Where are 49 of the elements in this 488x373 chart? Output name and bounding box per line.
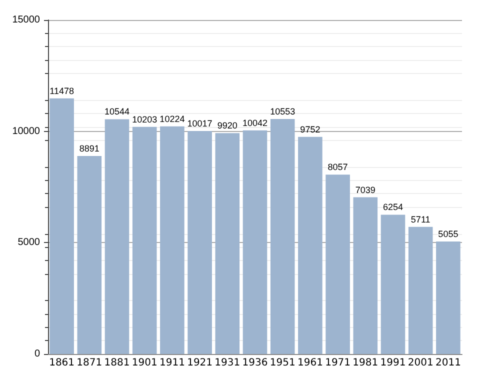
bar [77, 156, 102, 354]
data-label: 10017 [187, 118, 212, 128]
data-label: 8891 [79, 144, 100, 154]
x-tick-label: 1931 [214, 358, 240, 368]
data-label: 10544 [104, 106, 130, 117]
x-tick-label: 1991 [380, 358, 406, 368]
data-label: 10203 [132, 114, 158, 124]
data-label: 7039 [355, 184, 376, 195]
bar [132, 126, 157, 354]
data-label: 8057 [328, 162, 348, 172]
data-label: 5055 [438, 228, 458, 239]
x-tick-label: 1901 [132, 358, 158, 368]
data-label: 11478 [50, 86, 74, 96]
data-label: 9920 [217, 120, 238, 131]
bar [353, 197, 378, 354]
bar [242, 130, 268, 354]
x-tick-label: 1981 [352, 358, 378, 368]
data-label: 10224 [160, 114, 185, 124]
y-tick-label: 5000 [18, 237, 40, 248]
y-tick-label: 0 [34, 348, 40, 360]
x-tick-label: 1951 [270, 358, 296, 368]
bar [436, 241, 460, 354]
x-tick-label: 1971 [325, 358, 351, 368]
bar [188, 130, 212, 354]
x-tick-label: 1911 [159, 358, 185, 368]
data-label: 10553 [270, 106, 296, 117]
x-tick-label: 1921 [187, 358, 213, 368]
bar [160, 126, 184, 354]
x-tick-label: 1871 [76, 358, 102, 368]
bar [408, 226, 433, 354]
bar [215, 133, 240, 354]
x-tick-label: 2001 [408, 358, 434, 368]
bar [380, 214, 406, 354]
y-tick-label: 15000 [12, 14, 40, 26]
bar [50, 98, 74, 354]
x-tick-label: 2011 [435, 358, 461, 368]
x-tick-label: 1861 [49, 358, 75, 368]
x-tick-label: 1881 [104, 358, 130, 368]
data-label: 10042 [242, 118, 268, 128]
bar [270, 119, 295, 354]
x-tick-label: 1936 [242, 358, 268, 368]
x-tick-label: 1961 [297, 358, 323, 368]
bar [326, 174, 350, 354]
data-label: 9752 [300, 124, 320, 134]
data-label: 6254 [382, 202, 404, 212]
y-tick-label: 10000 [12, 126, 40, 137]
bar [298, 136, 322, 354]
data-label: 5711 [410, 214, 430, 224]
bar [104, 119, 130, 354]
